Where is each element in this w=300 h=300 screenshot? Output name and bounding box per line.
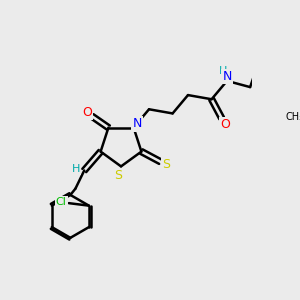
Text: N: N: [222, 70, 232, 83]
Text: O: O: [82, 106, 92, 119]
Text: H: H: [219, 66, 227, 76]
Text: O: O: [220, 118, 230, 131]
Text: N: N: [133, 117, 142, 130]
Text: CH₃: CH₃: [285, 112, 300, 122]
Text: S: S: [115, 169, 122, 182]
Text: Cl: Cl: [56, 197, 67, 207]
Text: S: S: [163, 158, 171, 171]
Text: H: H: [72, 164, 80, 174]
